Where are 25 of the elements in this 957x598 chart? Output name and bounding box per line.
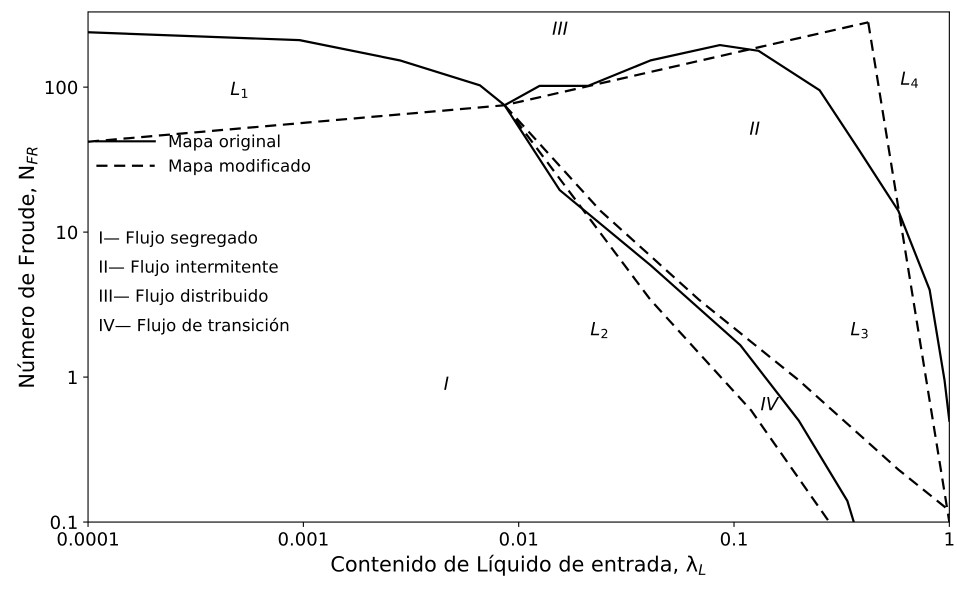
y-axis-title: Número de Froude, N$_{FR}$ bbox=[17, 147, 38, 387]
annotation: L$_{3}$ bbox=[850, 322, 868, 338]
annotation: I— Flujo segregado bbox=[100, 230, 258, 248]
annotation: III— Flujo distribuido bbox=[100, 289, 268, 306]
annotation: III bbox=[552, 22, 568, 35]
y-tick-label: 100 bbox=[46, 80, 78, 94]
legend-label: Mapa modificado bbox=[170, 158, 310, 176]
annotation: L$_{4}$ bbox=[900, 72, 918, 88]
annotation: IV— Flujo de transición bbox=[100, 318, 288, 335]
x-tick-label: 0.001 bbox=[278, 532, 328, 546]
legend-label: Mapa original bbox=[170, 134, 280, 151]
annotation: II— Flujo intermitente bbox=[100, 260, 278, 276]
y-tick-label: 10 bbox=[57, 226, 78, 240]
annotation: L$_{1}$ bbox=[230, 82, 248, 98]
x-axis-title: Contenido de Líquido de entrada, λ$_{L}$ bbox=[332, 554, 706, 576]
y-tick-label: 0.1 bbox=[50, 516, 77, 530]
annotation: I bbox=[444, 376, 449, 390]
y-tick-label: 1 bbox=[68, 370, 77, 384]
x-tick-label: 0.1 bbox=[720, 532, 747, 546]
x-tick-label: 1 bbox=[946, 532, 954, 546]
x-tick-label: 0.0001 bbox=[58, 532, 118, 546]
x-tick-label: 0.01 bbox=[500, 532, 538, 546]
annotation: L$_{2}$ bbox=[590, 322, 608, 338]
annotation: II bbox=[750, 122, 760, 135]
annotation: IV bbox=[760, 397, 780, 410]
